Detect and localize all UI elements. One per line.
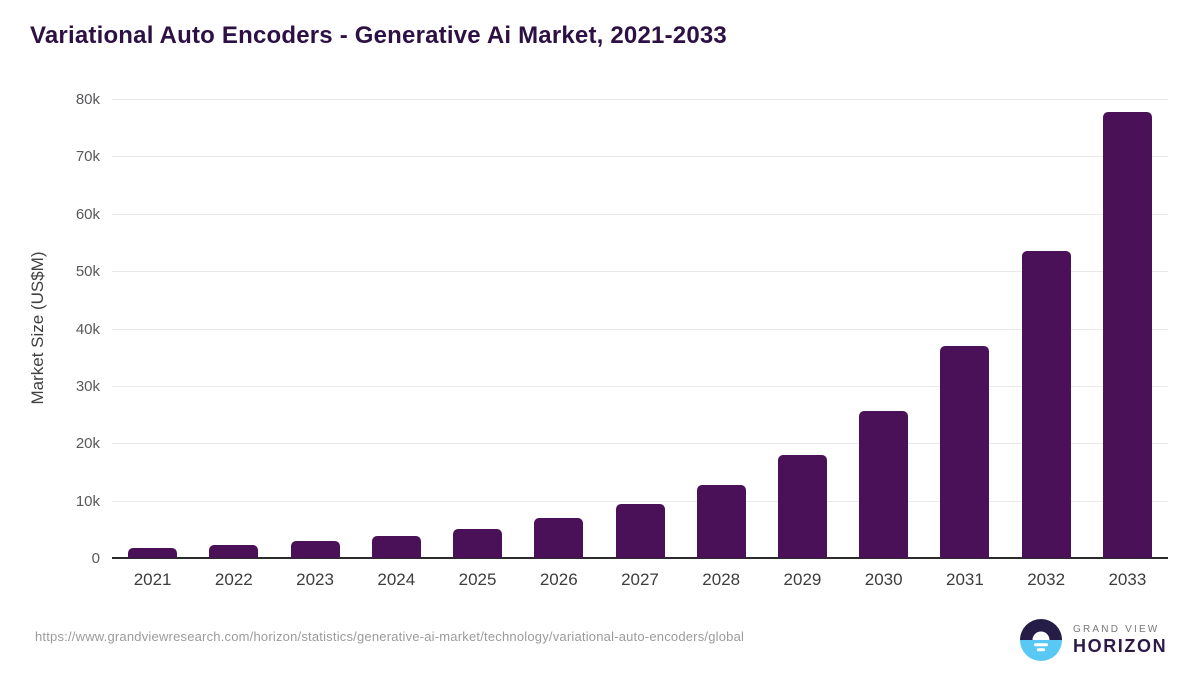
y-tick-label-10k: 10k — [75, 492, 100, 510]
bar-2027[interactable] — [615, 504, 665, 558]
x-tick-label-2030: 2030 — [864, 570, 903, 589]
y-tick-label-0: 0 — [91, 550, 100, 567]
gridline-50k — [112, 271, 1168, 273]
bar-2030[interactable] — [859, 410, 909, 558]
plot-area — [112, 99, 1168, 559]
y-tick-label-70k: 70k — [75, 148, 100, 166]
bar-2023[interactable] — [290, 540, 340, 558]
gridline-30k — [112, 385, 1168, 387]
y-tick-label-40k: 40k — [75, 320, 100, 338]
horizon-sunrise-icon — [1020, 619, 1062, 661]
x-tick-label-2021: 2021 — [133, 570, 172, 589]
gridline-70k — [112, 156, 1168, 158]
gridline-10k — [112, 500, 1168, 502]
brand-name-bottom: HORIZON — [1073, 636, 1168, 656]
x-tick-label-2027: 2027 — [621, 570, 659, 589]
bar-2033[interactable] — [1102, 111, 1152, 558]
gridline-20k — [112, 443, 1168, 445]
bar-2026[interactable] — [534, 518, 584, 558]
x-tick-label-2032: 2032 — [1027, 570, 1066, 589]
chart-title: Variational Auto Encoders - Generative A… — [30, 22, 727, 49]
x-tick-label-2028: 2028 — [702, 570, 741, 589]
bar-2021[interactable] — [128, 547, 178, 558]
bar-2029[interactable] — [777, 454, 827, 558]
bar-2025[interactable] — [453, 529, 503, 558]
brand-name-top: GRAND VIEW — [1073, 624, 1160, 635]
bar-2024[interactable] — [371, 536, 421, 558]
x-tick-label-2026: 2026 — [539, 570, 578, 589]
brand-logo: GRAND VIEW HORIZON — [1020, 619, 1167, 661]
x-tick-label-2022: 2022 — [214, 570, 253, 589]
gridline-80k — [112, 99, 1168, 100]
x-tick-label-2025: 2025 — [458, 570, 497, 589]
y-tick-label-60k: 60k — [75, 205, 100, 223]
y-tick-label-50k: 50k — [75, 263, 100, 281]
brand-name: GRAND VIEW HORIZON — [1073, 624, 1167, 656]
y-tick-label-30k: 30k — [75, 377, 100, 395]
y-tick-label-80k: 80k — [75, 91, 100, 108]
x-tick-label-2024: 2024 — [377, 570, 416, 589]
bar-2032[interactable] — [1021, 251, 1071, 558]
x-axis-line — [112, 557, 1168, 559]
bar-2028[interactable] — [696, 484, 746, 558]
x-tick-label-2033: 2033 — [1108, 570, 1147, 589]
source-url: https://www.grandviewresearch.com/horizo… — [35, 629, 745, 644]
x-tick-label-2029: 2029 — [783, 570, 822, 589]
y-tick-label-20k: 20k — [75, 435, 100, 453]
x-tick-label-2031: 2031 — [945, 570, 984, 589]
gridline-40k — [112, 328, 1168, 330]
bar-2022[interactable] — [209, 544, 259, 558]
gridline-60k — [112, 213, 1168, 215]
x-tick-label-2023: 2023 — [296, 570, 334, 589]
bar-2031[interactable] — [940, 345, 990, 558]
